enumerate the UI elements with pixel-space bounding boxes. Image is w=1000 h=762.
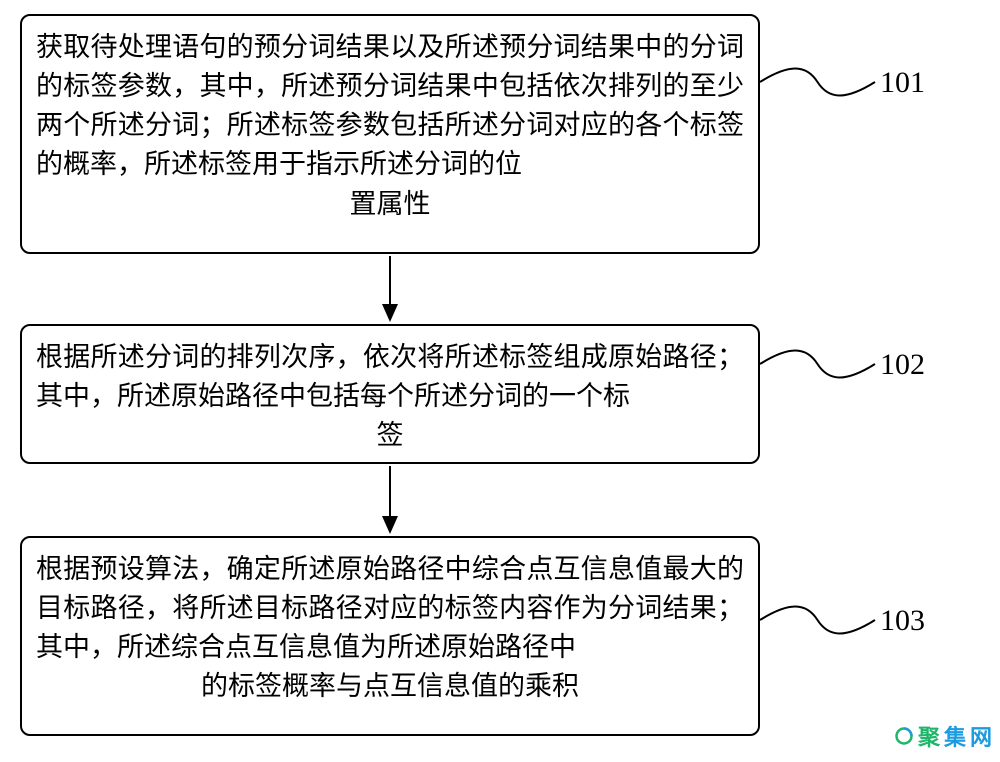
flow-step-102: 根据所述分词的排列次序，依次将所述标签组成原始路径；其中，所述原始路径中包括每个…	[20, 324, 760, 464]
watermark: 聚集网	[894, 720, 992, 752]
connector-tilde-101	[755, 39, 880, 99]
flow-step-103: 根据预设算法，确定所述原始路径中综合点互信息值最大的目标路径，将所述目标路径对应…	[20, 536, 760, 736]
flow-arrow-2	[374, 464, 406, 536]
flowchart-canvas: 获取待处理语句的预分词结果以及所述预分词结果中的分词的标签参数，其中，所述预分词…	[0, 0, 1000, 762]
flow-step-101: 获取待处理语句的预分词结果以及所述预分词结果中的分词的标签参数，其中，所述预分词…	[20, 14, 760, 254]
watermark-icon	[894, 726, 914, 746]
watermark-text-3: 网	[970, 720, 992, 752]
watermark-text-1: 聚	[918, 720, 940, 752]
flow-step-102-text-last: 签	[36, 416, 744, 455]
step-label-102: 102	[880, 348, 925, 382]
connector-tilde-103	[755, 577, 880, 637]
flow-step-102-text: 根据所述分词的排列次序，依次将所述标签组成原始路径；其中，所述原始路径中包括每个…	[36, 342, 744, 411]
flow-step-103-text-last: 的标签概率与点互信息值的乘积	[36, 667, 744, 706]
flow-arrow-1	[374, 254, 406, 324]
step-label-103: 103	[880, 604, 925, 638]
step-label-101: 101	[880, 66, 925, 100]
flow-step-103-text: 根据预设算法，确定所述原始路径中综合点互信息值最大的目标路径，将所述目标路径对应…	[36, 554, 744, 662]
connector-tilde-102	[755, 321, 880, 381]
flow-step-101-text: 获取待处理语句的预分词结果以及所述预分词结果中的分词的标签参数，其中，所述预分词…	[36, 32, 744, 179]
flow-step-101-text-last: 置属性	[36, 185, 744, 224]
watermark-text-2: 集	[944, 720, 966, 752]
